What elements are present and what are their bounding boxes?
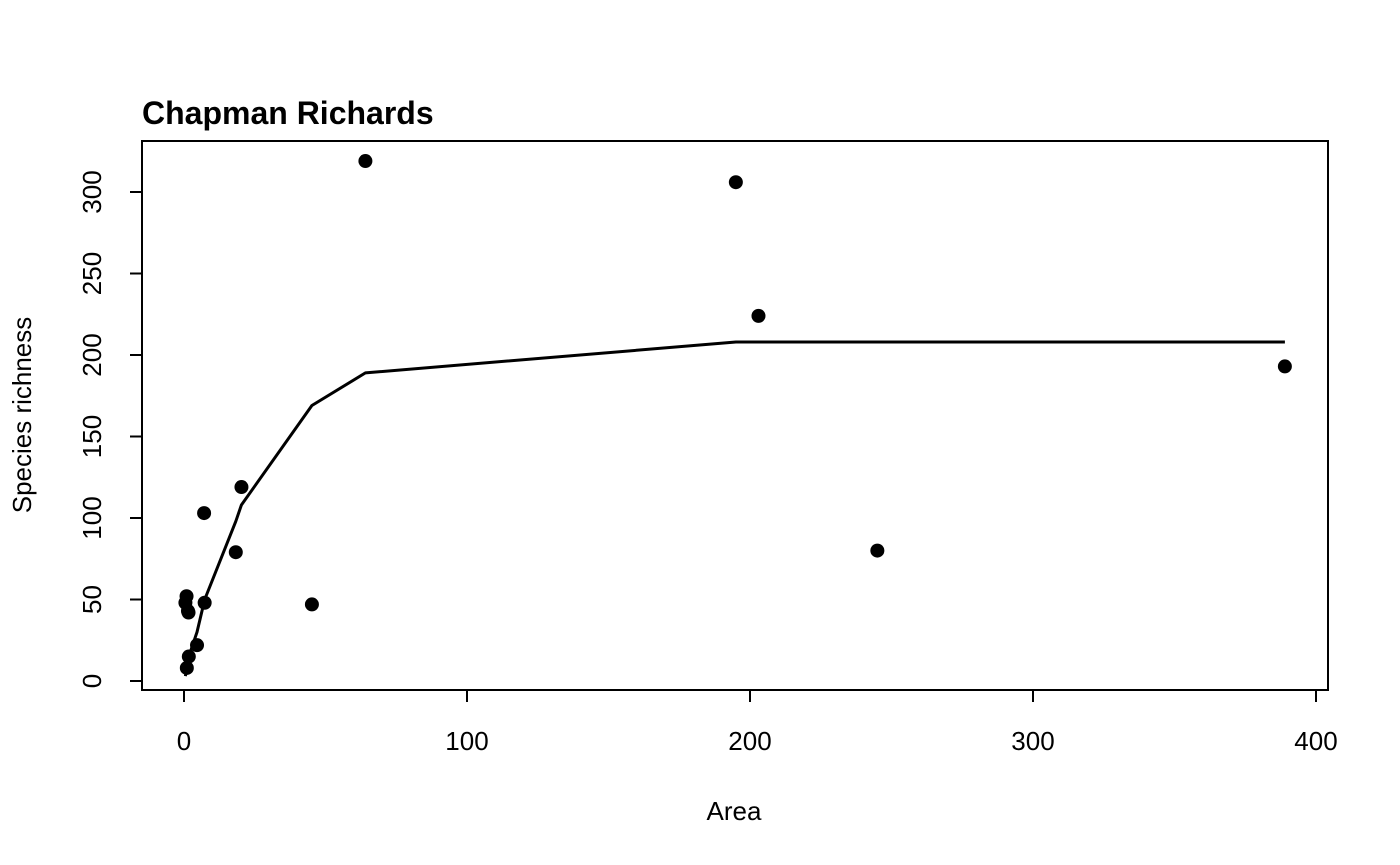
data-points-group (178, 154, 1292, 675)
y-tick-label: 0 (77, 674, 107, 688)
y-axis: 0 50 100 150 200 250 300 (77, 170, 143, 688)
plot-frame (141, 140, 1329, 691)
x-axis-label: Area (707, 796, 762, 826)
y-tick-label: 50 (77, 585, 107, 614)
x-axis: 0 100 200 300 400 (177, 689, 1338, 756)
y-tick-label: 250 (77, 252, 107, 295)
data-point (304, 597, 319, 612)
data-point (728, 175, 743, 190)
fitted-curve-group (183, 340, 1285, 677)
data-point (1277, 359, 1292, 374)
fitted-curve-line (183, 340, 1285, 677)
x-tick-label: 0 (177, 726, 191, 756)
data-point (358, 154, 373, 169)
data-point (179, 589, 194, 604)
data-point (179, 660, 194, 675)
data-point (190, 638, 205, 653)
data-point (197, 506, 212, 521)
x-tick-label: 200 (728, 726, 771, 756)
data-point (228, 545, 243, 560)
y-tick-label: 300 (77, 170, 107, 213)
x-tick-label: 300 (1011, 726, 1054, 756)
y-tick-label: 100 (77, 496, 107, 539)
data-point (234, 480, 249, 495)
data-point (870, 543, 885, 558)
data-point (197, 595, 212, 610)
data-point (751, 308, 766, 323)
x-tick-label: 400 (1294, 726, 1337, 756)
y-axis-label: Species richness (7, 317, 37, 514)
y-tick-label: 150 (77, 415, 107, 458)
y-tick-label: 200 (77, 333, 107, 376)
x-tick-label: 100 (445, 726, 488, 756)
data-point (181, 605, 196, 620)
chart-title: Chapman Richards (142, 95, 434, 131)
data-point (181, 649, 196, 664)
